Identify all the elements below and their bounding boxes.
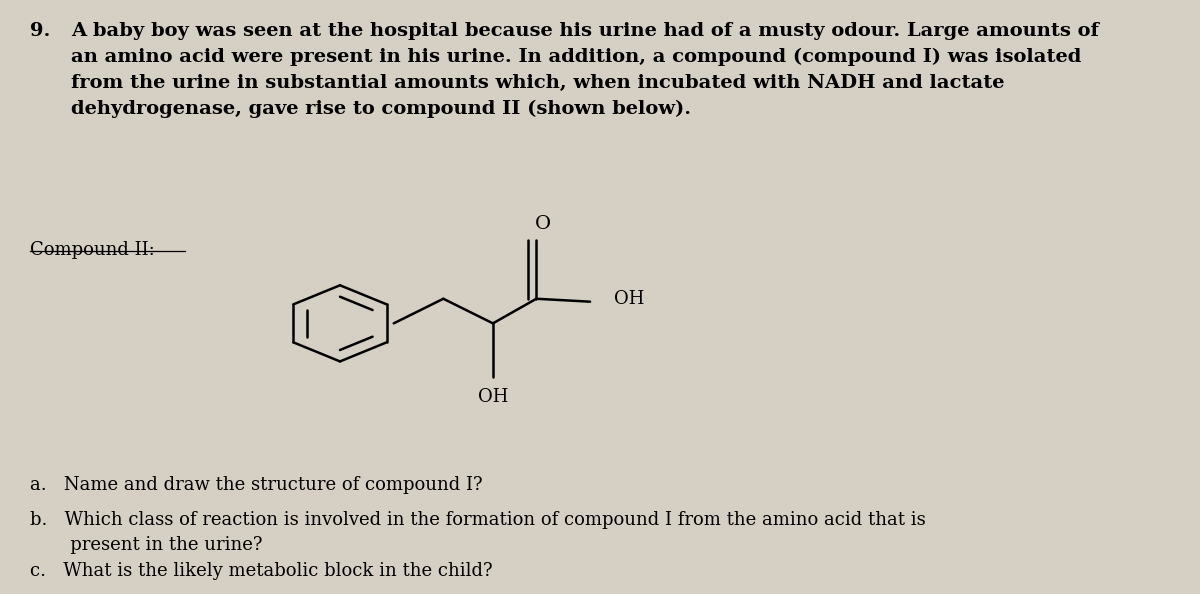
Text: b.   Which class of reaction is involved in the formation of compound I from the: b. Which class of reaction is involved i… <box>30 511 925 554</box>
Text: OH: OH <box>614 290 644 308</box>
Text: A baby boy was seen at the hospital because his urine had of a musty odour. Larg: A baby boy was seen at the hospital beca… <box>71 22 1099 118</box>
Text: OH: OH <box>478 387 508 406</box>
Text: c.   What is the likely metabolic block in the child?: c. What is the likely metabolic block in… <box>30 562 493 580</box>
Text: a.   Name and draw the structure of compound I?: a. Name and draw the structure of compou… <box>30 476 482 494</box>
Text: 9.: 9. <box>30 22 50 40</box>
Text: O: O <box>534 215 551 233</box>
Text: Compound II:: Compound II: <box>30 241 155 260</box>
